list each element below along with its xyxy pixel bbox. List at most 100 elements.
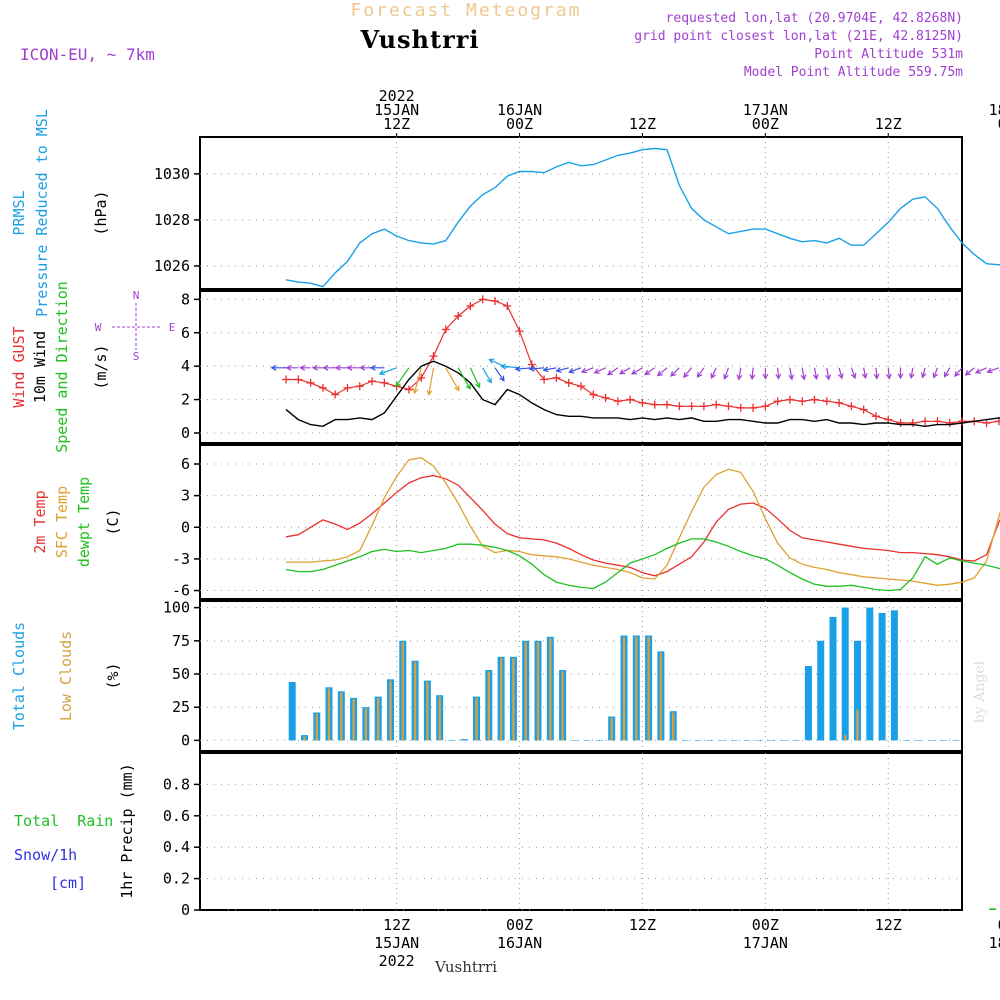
gust-marker	[601, 393, 610, 402]
gust-marker	[282, 375, 291, 384]
total-cloud-bar	[817, 640, 825, 741]
wind-direction-arrow	[723, 367, 730, 380]
wind10m-label: 10m Wind	[31, 331, 49, 403]
bottom-time-label: 00Z	[998, 916, 1000, 934]
y-tick-label: 100	[163, 599, 190, 617]
y-tick-label: 0.6	[163, 807, 190, 825]
low-cloud-bar	[377, 697, 380, 741]
y-tick-label: 25	[172, 698, 190, 716]
wind-direction-arrow	[528, 365, 545, 372]
gust-marker	[699, 402, 708, 411]
low-cloud-bar	[413, 662, 417, 741]
total-cloud-bar	[706, 740, 714, 741]
low-cloud-bar	[475, 697, 478, 741]
low-cloud-bar	[659, 652, 663, 741]
direction-label: Speed and Direction	[53, 281, 71, 453]
wind-direction-arrow	[593, 367, 606, 374]
low-cloud-bar	[315, 713, 318, 741]
gust-marker	[466, 302, 475, 311]
wind-direction-arrow	[500, 363, 520, 370]
top-time-label: 18JAN	[989, 101, 1000, 119]
gust-marker	[724, 402, 733, 411]
wind-direction-arrow	[619, 367, 631, 375]
gust-marker	[896, 418, 905, 427]
low-clouds-label: Low Clouds	[57, 631, 75, 721]
gust-marker	[503, 302, 512, 311]
y-tick-label: 0	[181, 901, 190, 919]
wind-direction-arrow	[932, 367, 939, 379]
wind-direction-arrow	[670, 367, 680, 377]
wind-direction-arrow	[322, 364, 336, 371]
total-cloud-bar	[682, 740, 689, 741]
top-time-label: 12Z	[875, 115, 902, 133]
total-cloud-bar	[694, 740, 702, 741]
y-tick-label: 2	[181, 391, 190, 409]
wind-direction-arrow	[762, 367, 769, 380]
wind-direction-arrow	[837, 367, 844, 380]
temp2m-label: 2m Temp	[31, 490, 49, 553]
bottom-time-label: 00Z	[752, 916, 779, 934]
total-cloud-bar	[804, 666, 812, 741]
cloud-bars	[288, 607, 960, 741]
total-cloud-bar	[854, 640, 861, 741]
gust-marker	[958, 417, 966, 426]
total-cloud-bar	[952, 740, 960, 741]
wind-direction-arrow	[311, 364, 323, 371]
gust-marker	[908, 418, 917, 427]
pressure-series	[285, 147, 1000, 288]
info-line-2: grid point closest lon,lat (21E, 42.8125…	[634, 29, 963, 44]
gust-marker	[761, 402, 770, 411]
total-cloud-bar	[927, 740, 935, 741]
pressure-line	[285, 147, 1000, 288]
wind-direction-arrow	[299, 364, 311, 371]
top-time-label: 17JAN	[743, 101, 788, 119]
temp-series	[285, 457, 1000, 592]
temp-panel	[199, 444, 963, 600]
gust-marker	[663, 400, 672, 409]
gust-marker	[331, 390, 340, 399]
model-label: ICON-EU, ~ 7km	[20, 45, 155, 64]
y-tick-labels: 1026 1028 1030 0 2 4 6 8 -6 -3 0 3 6 0 25 50 75 100 0 0.2 0.…	[154, 165, 190, 919]
wind-direction-arrow	[943, 367, 951, 378]
wind-direction-arrow	[606, 367, 619, 376]
bottom-time-label: 12Z	[875, 916, 902, 934]
y-tick-label: 3	[181, 487, 190, 505]
precip-bars	[200, 908, 997, 911]
grid-layer	[194, 137, 962, 911]
wind-direction-arrow	[908, 367, 915, 380]
total-cloud-bar	[768, 740, 775, 741]
low-cloud-bar	[426, 682, 429, 741]
low-cloud-bar	[303, 736, 306, 741]
top-time-label: 15JAN	[374, 101, 419, 119]
sfc-label: SFC Temp	[53, 486, 71, 558]
total-cloud-bar	[915, 740, 923, 741]
gust-marker	[380, 378, 389, 387]
clouds-panel	[199, 600, 963, 752]
y-tick-label: 4	[181, 357, 190, 375]
wind-direction-arrows	[270, 358, 1000, 397]
y-tick-label: 6	[181, 324, 190, 342]
info-line-3: Point Altitude 531m	[814, 47, 963, 62]
compass-w: W	[95, 321, 102, 334]
gust-marker	[306, 378, 315, 387]
gust-marker	[994, 417, 1000, 426]
snow-unit-label: [cm]	[50, 874, 86, 892]
y-tick-label: 1030	[154, 165, 190, 183]
bottom-time-label: 2022	[379, 952, 415, 970]
low-cloud-bar	[438, 696, 441, 741]
footer-label: Vushtrri	[434, 958, 497, 976]
low-cloud-bar	[352, 699, 355, 741]
gust-marker	[884, 415, 893, 424]
gust-marker	[798, 397, 807, 406]
total-cloud-bar	[731, 740, 739, 741]
bottom-time-label: 17JAN	[743, 934, 788, 952]
low-cloud-bar	[512, 658, 515, 741]
wind-direction-arrow	[897, 367, 904, 380]
gust-marker	[454, 312, 463, 321]
wind-direction-arrow	[334, 364, 348, 371]
wind-direction-arrow	[555, 367, 569, 373]
total-cloud-bar	[595, 740, 603, 741]
bottom-time-label: 18JAN	[989, 934, 1000, 952]
temp2m-line	[285, 474, 1000, 577]
wind-direction-arrow	[825, 367, 831, 381]
